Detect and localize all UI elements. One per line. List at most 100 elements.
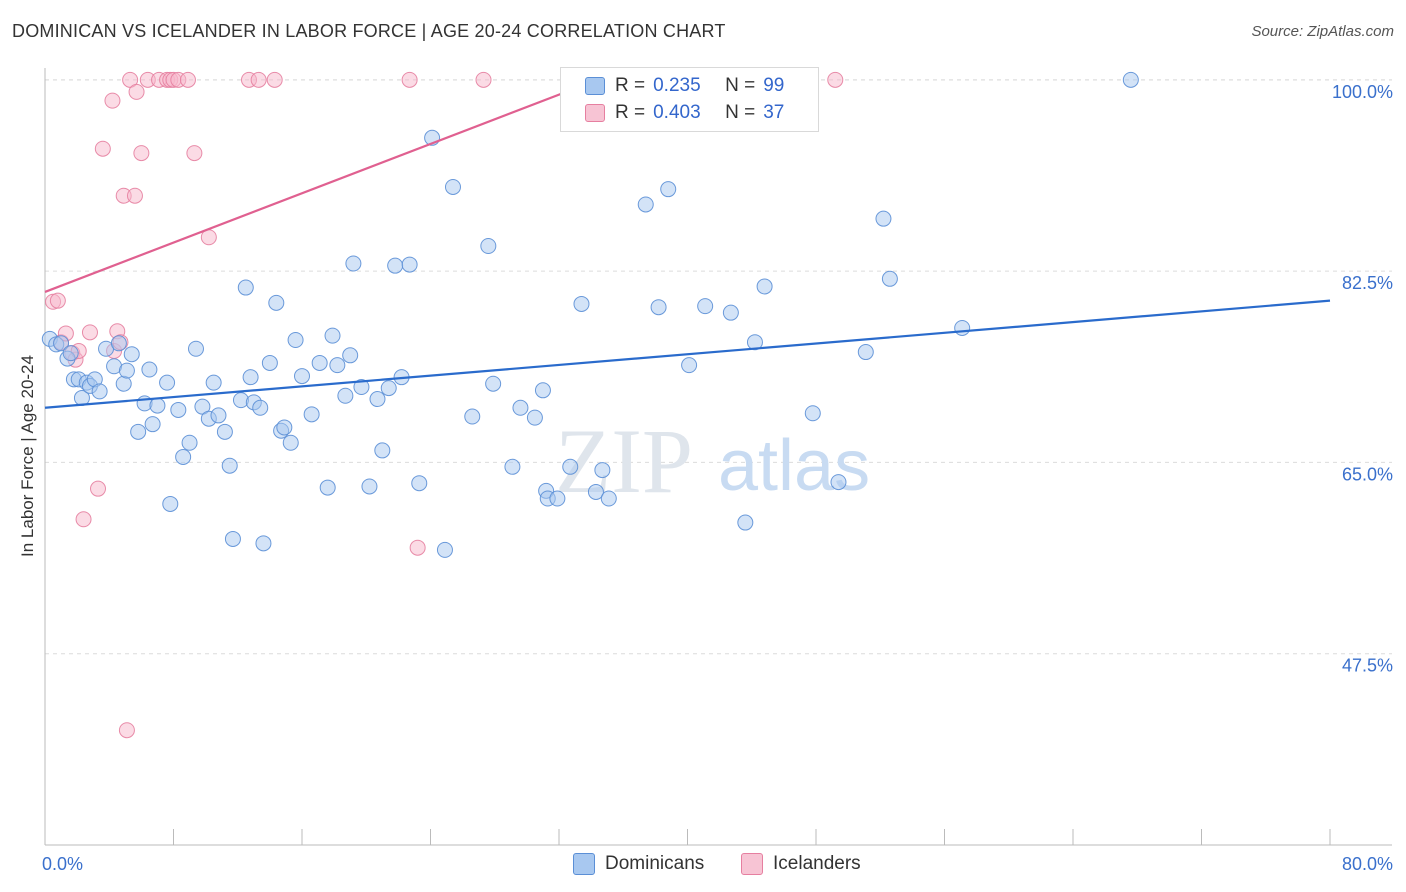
icelander-point	[475, 71, 492, 88]
dominican-point	[512, 399, 529, 416]
dominican-point	[660, 181, 677, 198]
bottom-legend-swatch-pink	[741, 853, 763, 875]
x-tick-label: 0.0%	[42, 854, 83, 874]
legend-swatch-pink	[585, 104, 605, 122]
watermark-zip: ZIP	[555, 410, 693, 512]
dominicans-points	[41, 71, 1139, 558]
dominican-point	[123, 346, 140, 363]
legend-row-icelanders: R = 0.403 N = 37	[585, 100, 784, 126]
icelander-point	[128, 83, 145, 100]
dominican-point	[857, 344, 874, 361]
dominican-point	[573, 295, 590, 312]
dominican-point	[480, 238, 497, 255]
dominican-point	[303, 406, 320, 423]
dominican-point	[252, 399, 269, 416]
legend-n-value: 37	[763, 102, 785, 123]
legend-swatch-blue	[585, 77, 605, 95]
dominican-point	[268, 294, 285, 311]
dominican-point	[187, 340, 204, 357]
dominican-point	[881, 270, 898, 287]
dominican-point	[319, 479, 336, 496]
y-tick-label: 47.5%	[1342, 656, 1393, 676]
dominican-point	[681, 357, 698, 374]
dominican-point	[282, 434, 299, 451]
dominican-point	[411, 475, 428, 492]
dominican-point	[804, 405, 821, 422]
dominicans-trend-line	[44, 299, 1331, 409]
dominican-point	[170, 401, 187, 418]
y-tick-label: 65.0%	[1342, 464, 1393, 484]
y-tick-label: 100.0%	[1332, 82, 1393, 102]
legend-r-label: R =	[615, 102, 646, 123]
dominican-point	[221, 457, 238, 474]
dominican-point	[337, 387, 354, 404]
dominican-point	[224, 530, 241, 547]
icelander-point	[179, 71, 196, 88]
dominican-point	[118, 362, 135, 379]
dominican-point	[324, 327, 341, 344]
dominican-point	[369, 391, 386, 408]
dominican-point	[387, 257, 404, 274]
dominican-point	[342, 347, 359, 364]
dominican-point	[875, 210, 892, 227]
dominican-point	[242, 369, 259, 386]
dominican-point	[287, 332, 304, 349]
axes	[44, 68, 1392, 846]
dominican-point	[650, 299, 667, 316]
legend: R = 0.235 N = 99 R = 0.403 N = 37	[560, 67, 819, 132]
dominican-point	[91, 383, 108, 400]
dominican-point	[53, 335, 70, 352]
dominican-point	[374, 442, 391, 459]
icelander-point	[266, 71, 283, 88]
bottom-legend-icelanders: Icelanders	[741, 852, 861, 876]
dominican-point	[587, 483, 604, 500]
dominican-point	[261, 354, 278, 371]
watermark-atlas: atlas	[718, 426, 870, 506]
x-tick-label: 80.0%	[1342, 854, 1393, 874]
dominican-point	[549, 490, 566, 507]
icelander-point	[49, 292, 66, 309]
dominican-point	[401, 256, 418, 273]
dominican-point	[485, 375, 502, 392]
dominican-point	[345, 255, 362, 272]
legend-n-value: 99	[763, 75, 785, 96]
dominican-point	[110, 335, 127, 352]
icelander-point	[75, 511, 92, 528]
dominican-point	[830, 474, 847, 491]
dominican-point	[637, 196, 654, 213]
icelander-point	[104, 92, 121, 109]
dominican-point	[464, 408, 481, 425]
dominican-point	[737, 514, 754, 531]
dominican-point	[1122, 71, 1139, 88]
dominican-point	[205, 374, 222, 391]
dominican-point	[237, 279, 254, 296]
icelander-point	[401, 71, 418, 88]
legend-n-label: N =	[725, 102, 756, 123]
dominican-point	[216, 423, 233, 440]
source-label: Source: ZipAtlas.com	[1251, 23, 1394, 40]
bottom-legend-swatch-blue	[573, 853, 595, 875]
dominican-point	[436, 541, 453, 558]
icelander-point	[90, 480, 107, 497]
dominican-point	[380, 380, 397, 397]
dominican-point	[954, 319, 971, 336]
dominican-point	[141, 361, 158, 378]
dominican-point	[255, 535, 272, 552]
dominican-point	[526, 409, 543, 426]
dominican-point	[130, 423, 147, 440]
dominican-point	[722, 304, 739, 321]
y-tick-label: 82.5%	[1342, 273, 1393, 293]
icelander-point	[94, 140, 111, 157]
legend-r-value: 0.235	[653, 75, 701, 96]
dominican-point	[181, 434, 198, 451]
icelander-point	[250, 71, 267, 88]
chart-title: DOMINICAN VS ICELANDER IN LABOR FORCE | …	[12, 21, 726, 41]
legend-n-label: N =	[725, 75, 756, 96]
icelander-point	[81, 324, 98, 341]
bottom-legend-dominicans: Dominicans	[573, 852, 704, 876]
icelander-point	[186, 145, 203, 162]
dominican-point	[562, 458, 579, 475]
dominican-point	[534, 382, 551, 399]
dominican-point	[144, 416, 161, 433]
legend-r-value: 0.403	[653, 102, 701, 123]
